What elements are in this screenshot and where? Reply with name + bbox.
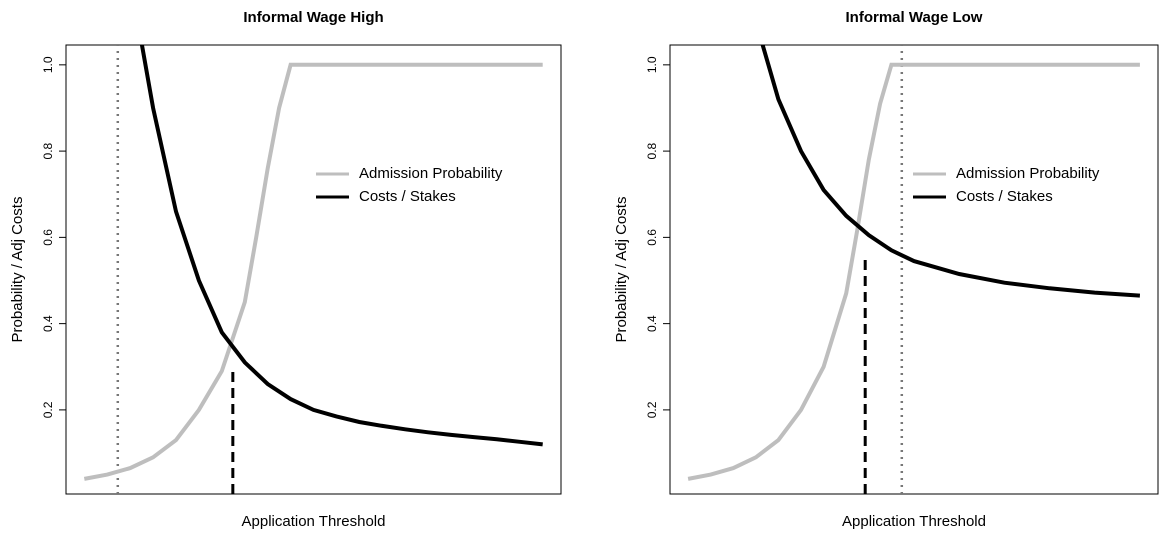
y-tick-label: 0.2 [645, 401, 659, 418]
y-tick-label: 0.4 [41, 315, 55, 332]
y-axis-label: Probability / Adj Costs [9, 197, 26, 343]
y-tick-label: 0.6 [645, 229, 659, 246]
y-tick-label: 0.2 [41, 401, 55, 418]
line-series [139, 45, 543, 447]
y-tick-label: 0.4 [645, 315, 659, 332]
y-tick-label: 1.0 [645, 56, 659, 73]
x-axis-label: Application Threshold [842, 513, 986, 530]
plot-frame [65, 44, 562, 495]
y-axis-label: Probability / Adj Costs [613, 197, 630, 343]
y-tick-label: 0.8 [41, 142, 55, 159]
plot-area [687, 45, 1141, 494]
chart-title: Informal Wage High [243, 9, 383, 26]
legend-label: Costs / Stakes [956, 188, 1053, 205]
legend-label: Admission Probability [956, 165, 1100, 182]
plot-area [83, 45, 543, 494]
y-tick-label: 0.6 [41, 229, 55, 246]
line-series [83, 62, 543, 481]
y-tick-label: 0.8 [645, 142, 659, 159]
legend-label: Admission Probability [359, 165, 503, 182]
x-axis-label: Application Threshold [242, 513, 386, 530]
plot-frame [669, 44, 1159, 495]
line-series [760, 45, 1141, 298]
line-series [687, 62, 1140, 481]
y-tick-label: 1.0 [41, 56, 55, 73]
chart-title: Informal Wage Low [846, 9, 983, 26]
legend-label: Costs / Stakes [359, 188, 456, 205]
